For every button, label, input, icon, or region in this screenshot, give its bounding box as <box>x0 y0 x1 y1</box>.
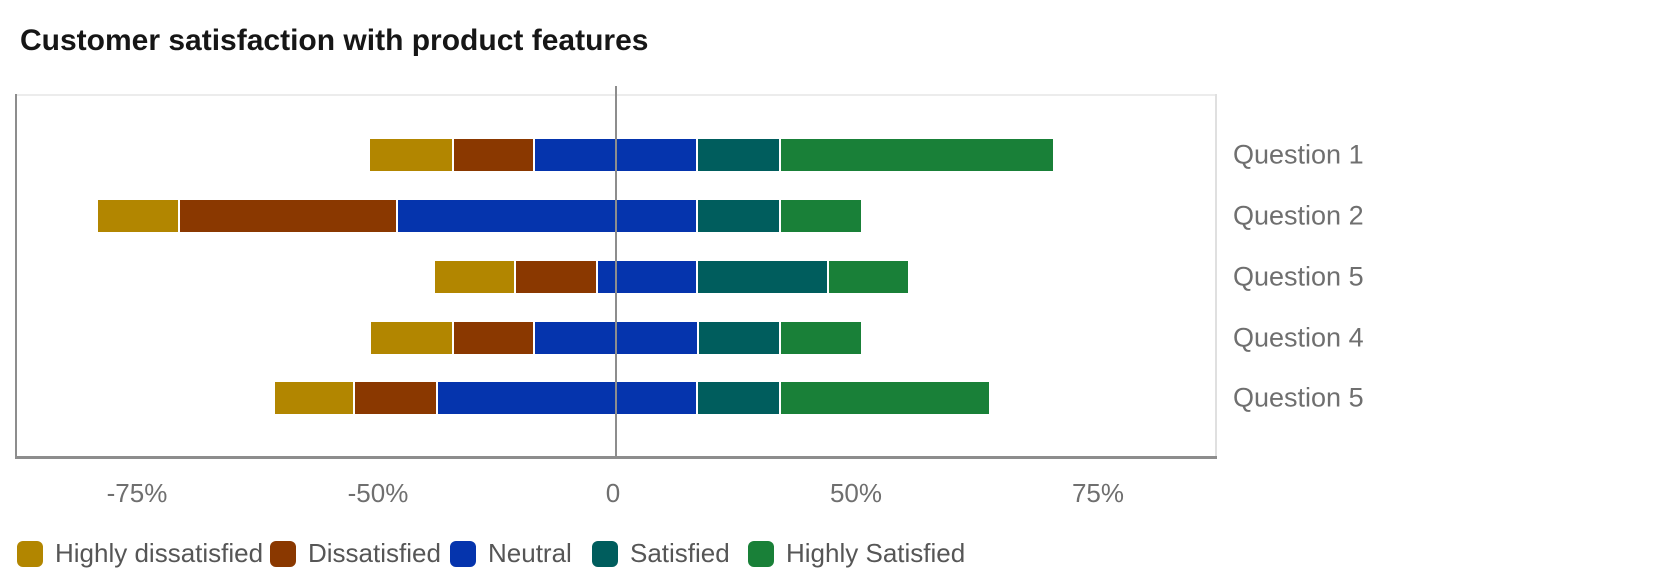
bar-segment-dissatisfied-row4[interactable] <box>454 322 533 354</box>
category-label: Question 5 <box>1233 261 1364 292</box>
bar-segment-highly-dissatisfied-row3[interactable] <box>435 261 514 293</box>
legend-label: Highly dissatisfied <box>55 538 264 568</box>
bar-segment-dissatisfied-row2[interactable] <box>180 200 396 232</box>
zero-baseline <box>615 86 617 456</box>
legend-item-highly-dissatisfied[interactable]: Highly dissatisfied <box>17 538 263 569</box>
plot-right-border <box>1215 94 1217 458</box>
bar-segment-highly-dissatisfied-row2[interactable] <box>98 200 178 232</box>
bar-segment-satisfied-row4[interactable] <box>699 322 779 354</box>
bar-segment-highly-satisfied-row2[interactable] <box>781 200 861 232</box>
bar-segment-highly-dissatisfied-row4[interactable] <box>371 322 452 354</box>
x-tick-label: 50% <box>829 478 883 508</box>
bar-segment-satisfied-row5[interactable] <box>698 382 779 414</box>
legend-swatch <box>17 540 43 567</box>
bar-segment-highly-satisfied-row4[interactable] <box>781 322 861 354</box>
legend-swatch <box>270 540 296 567</box>
legend-item-highly-satisfied[interactable]: Highly Satisfied <box>748 538 965 569</box>
chart-title: Customer satisfaction with product featu… <box>20 24 649 57</box>
x-tick-label: 75% <box>1071 478 1125 508</box>
bar-segment-highly-dissatisfied-row5[interactable] <box>275 382 353 414</box>
bar-segment-satisfied-row1[interactable] <box>698 139 779 171</box>
bar-segment-satisfied-row3[interactable] <box>698 261 827 293</box>
legend-label: Dissatisfied <box>308 538 441 568</box>
y-axis-line <box>15 94 17 459</box>
legend-label: Neutral <box>488 538 572 568</box>
legend-label: Highly Satisfied <box>786 538 966 568</box>
bar-segment-highly-dissatisfied-row1[interactable] <box>370 139 452 171</box>
bar-segment-highly-satisfied-row3[interactable] <box>829 261 908 293</box>
bar-segment-neutral-row3[interactable] <box>598 261 696 293</box>
bar-segment-neutral-row5[interactable] <box>438 382 696 414</box>
x-tick-label: 0 <box>605 478 621 508</box>
legend-swatch <box>450 540 476 567</box>
bar-segment-highly-satisfied-row5[interactable] <box>781 382 989 414</box>
x-tick-label: -50% <box>347 478 409 508</box>
bar-segment-dissatisfied-row5[interactable] <box>355 382 436 414</box>
bar-segment-satisfied-row2[interactable] <box>698 200 779 232</box>
bar-segment-dissatisfied-row1[interactable] <box>454 139 533 171</box>
category-label: Question 1 <box>1233 139 1364 170</box>
legend-label: Satisfied <box>630 538 730 568</box>
legend-item-neutral[interactable]: Neutral <box>450 538 572 569</box>
category-label: Question 5 <box>1233 382 1364 413</box>
legend-item-satisfied[interactable]: Satisfied <box>592 538 730 569</box>
legend-item-dissatisfied[interactable]: Dissatisfied <box>270 538 441 569</box>
category-label: Question 2 <box>1233 200 1364 231</box>
bar-segment-highly-satisfied-row1[interactable] <box>781 139 1053 171</box>
legend-swatch <box>592 540 618 567</box>
legend-swatch <box>748 540 774 567</box>
bar-segment-dissatisfied-row3[interactable] <box>516 261 596 293</box>
category-label: Question 4 <box>1233 322 1364 353</box>
x-tick-label: -75% <box>106 478 168 508</box>
bar-segment-neutral-row2[interactable] <box>398 200 696 232</box>
x-axis-line <box>15 456 1217 459</box>
